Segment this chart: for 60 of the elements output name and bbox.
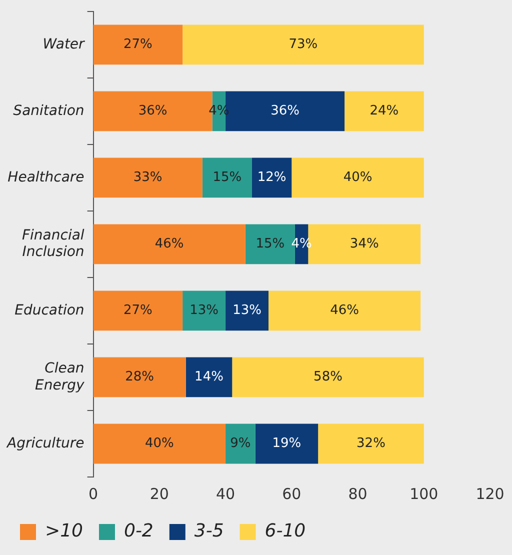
data-label: 34%: [350, 236, 379, 252]
legend-label: >10: [45, 520, 83, 542]
data-label: 32%: [356, 436, 386, 452]
bar: [344, 91, 424, 132]
data-label: 46%: [154, 236, 184, 252]
y-tick-label: Water: [42, 36, 86, 52]
data-label: 28%: [125, 370, 154, 385]
bar: [93, 424, 226, 464]
x-tick-label: 40: [216, 484, 236, 503]
y-tick-label: Clean Energy: [35, 360, 86, 394]
y-tick-label: Education: [14, 302, 84, 318]
bar: [226, 424, 256, 464]
data-label: 19%: [272, 436, 302, 452]
x-tick-label: 20: [150, 484, 169, 503]
data-label: 27%: [123, 37, 152, 52]
bar: [93, 24, 183, 65]
x-tick-label: 0: [88, 484, 98, 503]
legend-label: 0-2: [124, 520, 154, 542]
x-tick-label: 80: [348, 484, 368, 503]
bar: [182, 24, 424, 65]
data-label: 13%: [232, 303, 262, 318]
data-label: 58%: [314, 370, 342, 385]
y-tick-label: Sanitation: [13, 102, 84, 119]
data-label: 73%: [288, 37, 318, 52]
data-label: 13%: [190, 303, 218, 318]
bar: [268, 290, 421, 331]
bar: [93, 158, 202, 198]
bar: [93, 357, 186, 398]
x-tick-label: 60: [282, 484, 302, 503]
data-label: 15%: [256, 236, 285, 252]
bar: [226, 290, 269, 331]
data-label: 33%: [133, 170, 162, 186]
data-label: 27%: [123, 303, 152, 318]
y-tick-label: Agriculture: [6, 435, 84, 452]
data-label: 36%: [138, 104, 168, 119]
data-label: 40%: [343, 170, 372, 186]
data-label: 24%: [370, 104, 399, 119]
data-label: 9%: [230, 436, 251, 452]
legend-label: 3-5: [194, 520, 224, 542]
x-tick-label: 120: [476, 484, 504, 503]
bar: [93, 224, 246, 264]
data-label: 14%: [194, 370, 224, 385]
bar: [292, 158, 424, 198]
y-tick-label: Healthcare: [8, 169, 84, 186]
data-label: 40%: [144, 436, 174, 452]
x-tick-label: 100: [410, 484, 438, 503]
bar: [186, 357, 232, 398]
data-label: 46%: [330, 303, 359, 318]
bar: [182, 290, 226, 331]
data-label: 12%: [257, 170, 286, 186]
bar: [232, 357, 424, 398]
bar: [252, 158, 292, 198]
data-label: 36%: [270, 104, 300, 119]
data-label: 15%: [212, 170, 242, 186]
bar: [93, 290, 183, 331]
bar: [318, 424, 424, 464]
legend-label: 6-10: [264, 520, 306, 542]
bar: [255, 424, 318, 464]
y-tick-label: Financial Inclusion: [22, 227, 84, 260]
bar: [202, 158, 252, 198]
